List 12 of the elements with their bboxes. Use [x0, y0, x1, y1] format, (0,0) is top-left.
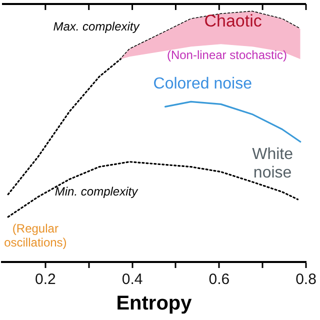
x-tick-label: 0.6 [208, 271, 230, 288]
x-tick-label: 0.2 [35, 271, 56, 288]
annotation: Min. complexity [54, 184, 139, 199]
annotation: Chaotic [204, 12, 262, 31]
annotation: White noise [252, 146, 294, 182]
x-axis-title: Entropy [116, 292, 193, 315]
x-tick-label: 0.4 [122, 271, 143, 288]
annotation: (Non-linear stochastic) [166, 48, 287, 62]
annotation: (Regular oscillations) [4, 222, 67, 250]
x-tick-label: 0.8 [296, 271, 316, 288]
annotation: Colored noise [153, 75, 252, 92]
annotation: Max. complexity [53, 20, 140, 34]
